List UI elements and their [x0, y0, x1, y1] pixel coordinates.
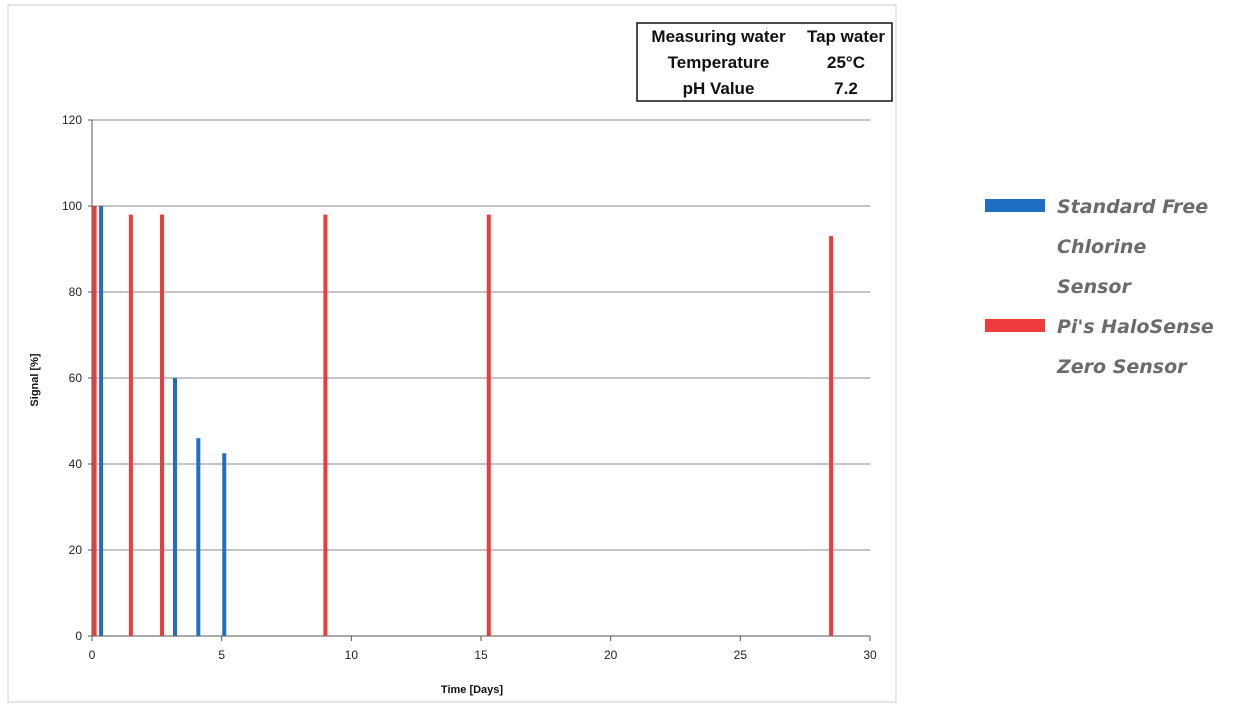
bar-halosense-sensor: [829, 236, 834, 636]
y-tick-label: 120: [62, 113, 82, 127]
y-tick-label: 20: [69, 543, 83, 557]
x-tick-labels: 0 5 10 15 20 25 30: [89, 648, 877, 662]
axes: [88, 119, 871, 641]
bar-standard-sensor: [196, 438, 201, 636]
y-axis-title: Signal [%]: [29, 353, 41, 407]
info-table-value: Tap water: [807, 27, 885, 46]
info-table-value: 7.2: [834, 79, 858, 98]
x-tick-label: 0: [89, 648, 96, 662]
x-tick-label: 25: [734, 648, 748, 662]
bar-halosense-sensor: [323, 214, 328, 636]
bar-halosense-sensor: [128, 214, 133, 636]
x-tick-label: 5: [218, 648, 225, 662]
legend-label: Chlorine: [1057, 236, 1146, 258]
info-table: Measuring water Tap water Temperature 25°C p…: [636, 22, 893, 102]
legend-label: Zero Sensor: [1056, 356, 1188, 378]
bar-halosense-sensor: [92, 206, 97, 636]
chart-frame: [7, 4, 897, 703]
legend-swatch: [985, 319, 1045, 332]
legend-label: Sensor: [1057, 276, 1132, 298]
legend: Standard Free Chlorine Sensor Pi's HaloSens…: [985, 196, 1214, 378]
y-tick-label: 100: [62, 199, 82, 213]
legend-swatch: [985, 199, 1045, 212]
y-tick-label: 60: [69, 371, 83, 385]
info-table-label: Measuring water: [651, 27, 786, 46]
info-table-value: 25°C: [827, 53, 865, 72]
y-tick-label: 0: [75, 629, 82, 643]
y-tick-label: 80: [69, 285, 83, 299]
legend-label: Pi's HaloSense: [1057, 316, 1214, 338]
bar-standard-sensor: [172, 378, 177, 636]
bar-halosense-sensor: [486, 214, 491, 636]
x-tick-label: 20: [604, 648, 618, 662]
info-table-label: pH Value: [683, 79, 755, 98]
bars: [92, 206, 834, 636]
info-table-label: Temperature: [668, 53, 770, 72]
y-tick-labels: 0 20 40 60 80 100 120: [62, 113, 82, 643]
x-tick-label: 15: [474, 648, 488, 662]
x-axis-title: Time [Days]: [441, 684, 503, 696]
x-tick-label: 10: [345, 648, 359, 662]
bar-standard-sensor: [99, 206, 104, 636]
x-tick-label: 30: [863, 648, 877, 662]
gridlines: [92, 119, 870, 551]
bar-standard-sensor: [222, 453, 227, 636]
y-tick-label: 40: [69, 457, 83, 471]
info-table-box: [636, 22, 893, 102]
bar-halosense-sensor: [160, 214, 165, 636]
legend-label: Standard Free: [1057, 196, 1208, 218]
